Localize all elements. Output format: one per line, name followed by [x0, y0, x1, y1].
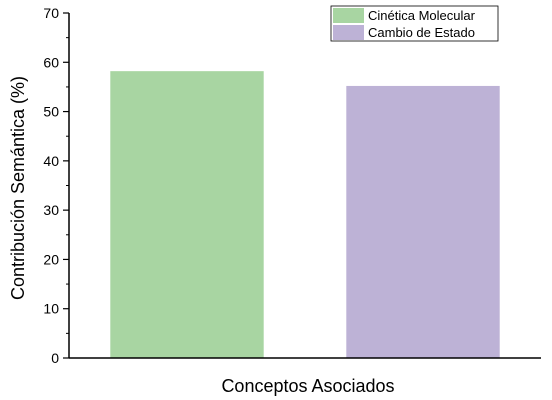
y-axis-label: Contribución Semántica (%): [8, 76, 28, 300]
legend-label-cinetica-molecular: Cinética Molecular: [368, 8, 476, 23]
y-tick-label: 0: [51, 350, 59, 366]
x-axis-label: Conceptos Asociados: [221, 376, 394, 396]
y-tick-label: 30: [43, 202, 59, 218]
legend: Cinética Molecular Cambio de Estado: [330, 5, 499, 42]
legend-label-cambio-de-estado: Cambio de Estado: [368, 25, 475, 40]
y-axis-ticks: 0 10 20 30 40 50 60 70: [43, 5, 69, 366]
legend-swatch-cambio-de-estado: [333, 25, 364, 40]
bar-cin-tica-molecular: [110, 71, 264, 359]
legend-swatch-cinetica-molecular: [333, 8, 364, 23]
bars-group: [110, 71, 500, 359]
bar-cambio-de-estado: [346, 85, 500, 358]
y-tick-label: 50: [43, 104, 59, 120]
y-tick-label: 60: [43, 54, 59, 70]
y-tick-label: 10: [43, 301, 59, 317]
y-tick-label: 20: [43, 251, 59, 267]
y-tick-label: 40: [43, 153, 59, 169]
y-tick-label: 70: [43, 5, 59, 21]
